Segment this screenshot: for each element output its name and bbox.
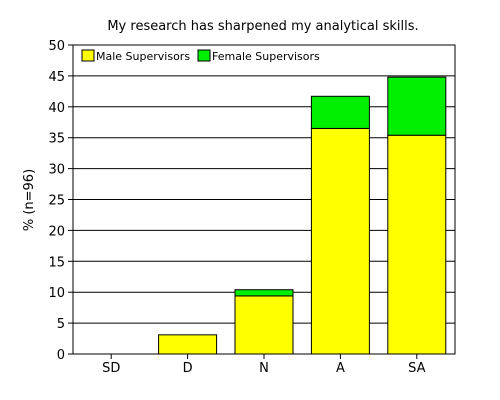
y-tick-label: 45 xyxy=(48,70,65,85)
bar-segment xyxy=(310,127,370,355)
y-tick-label: 5 xyxy=(57,317,65,332)
legend-swatch xyxy=(81,49,95,62)
x-tick-label: D xyxy=(183,361,193,376)
legend-label: Male Supervisors xyxy=(96,50,190,63)
x-tick-label: SD xyxy=(102,361,120,376)
plot-frame xyxy=(72,44,456,355)
bar-segment xyxy=(234,289,294,297)
legend: Male Supervisors Female Supervisors xyxy=(81,49,320,63)
y-tick-label: 35 xyxy=(48,132,65,147)
y-axis-label: % (n=96) xyxy=(22,169,37,231)
x-tick-label: SA xyxy=(408,361,425,376)
y-tick-label: 15 xyxy=(48,255,65,270)
bar-segment xyxy=(158,334,218,355)
bar-segment xyxy=(387,134,447,355)
legend-label: Female Supervisors xyxy=(212,50,320,63)
y-tick-label: 50 xyxy=(48,39,65,54)
y-tick-label: 0 xyxy=(57,348,65,363)
axes: 0 5 10 15 20 25 30 35 40 45 50 SD D N A SA xyxy=(48,39,456,376)
bar-segment xyxy=(234,295,294,355)
y-tick-label: 10 xyxy=(48,286,65,301)
y-tick-label: 40 xyxy=(48,101,65,116)
y-tick-label: 25 xyxy=(48,194,65,209)
y-tick-label: 30 xyxy=(48,163,65,178)
legend-swatch xyxy=(197,49,211,62)
bars xyxy=(158,76,447,355)
bar-segment xyxy=(310,95,370,129)
x-tick-label: A xyxy=(336,361,345,376)
bar-segment xyxy=(387,76,447,136)
y-tick-label: 20 xyxy=(48,224,65,239)
x-tick-label: N xyxy=(259,361,269,376)
chart-title: My research has sharpened my analytical … xyxy=(107,19,418,34)
